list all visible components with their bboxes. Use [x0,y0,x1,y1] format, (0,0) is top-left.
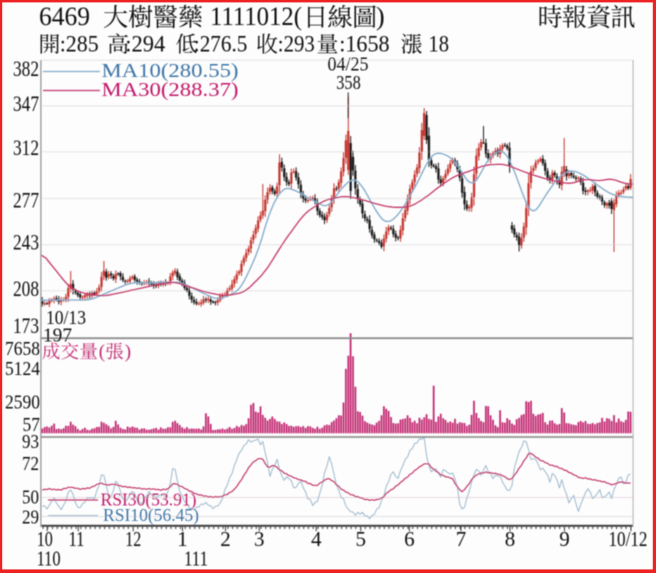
svg-text:2: 2 [220,527,231,551]
svg-text:111: 111 [184,547,208,571]
svg-text:(: ( [99,342,105,363]
svg-text:10: 10 [37,527,53,551]
svg-text:1: 1 [177,527,188,551]
svg-text:7658: 7658 [5,338,40,360]
svg-text:10/13: 10/13 [46,307,86,329]
svg-text:RSI30(53.91): RSI30(53.91) [101,490,197,510]
svg-text:57: 57 [23,414,41,436]
svg-text:243: 243 [13,229,39,254]
svg-text:312: 312 [13,135,39,160]
svg-text:12: 12 [125,527,141,551]
svg-text:173: 173 [13,313,39,338]
svg-text::294: :294 [125,32,165,57]
svg-text::293: :293 [278,32,315,57]
svg-text:110: 110 [37,547,61,571]
svg-text:50: 50 [22,487,39,509]
svg-text:): ) [376,2,385,31]
svg-text:208: 208 [13,276,39,301]
svg-text:197: 197 [43,325,72,347]
svg-text:8: 8 [505,527,516,551]
svg-text:MA10(280.55): MA10(280.55) [102,60,239,82]
svg-text:29: 29 [22,507,39,529]
svg-text::285: :285 [60,32,99,57]
svg-text:MA30(288.37): MA30(288.37) [102,79,239,101]
svg-text:5: 5 [355,527,366,551]
svg-text:347: 347 [13,91,39,116]
svg-text:3: 3 [254,527,265,551]
svg-text:7: 7 [456,527,467,551]
svg-text:5124: 5124 [5,358,40,380]
svg-text:93: 93 [22,431,39,453]
svg-text:4: 4 [311,527,322,551]
svg-text:382: 382 [13,56,39,81]
svg-text:72: 72 [22,453,39,475]
svg-text:9: 9 [559,527,570,551]
svg-text:10/12: 10/12 [609,527,648,551]
svg-text:6: 6 [404,527,415,551]
svg-text:358: 358 [336,72,361,94]
svg-text:11: 11 [69,527,85,551]
svg-text:18: 18 [428,32,449,57]
svg-text::1658: :1658 [339,32,389,57]
svg-text:04/25: 04/25 [328,54,369,76]
svg-text:277: 277 [13,188,39,213]
svg-text:1111012(: 1111012( [210,2,302,31]
svg-text:RSI10(56.45): RSI10(56.45) [103,505,199,525]
svg-text:6469: 6469 [39,2,90,31]
svg-text::276.5: :276.5 [194,32,248,57]
svg-text:2590: 2590 [5,391,40,413]
svg-text:): ) [125,342,131,363]
